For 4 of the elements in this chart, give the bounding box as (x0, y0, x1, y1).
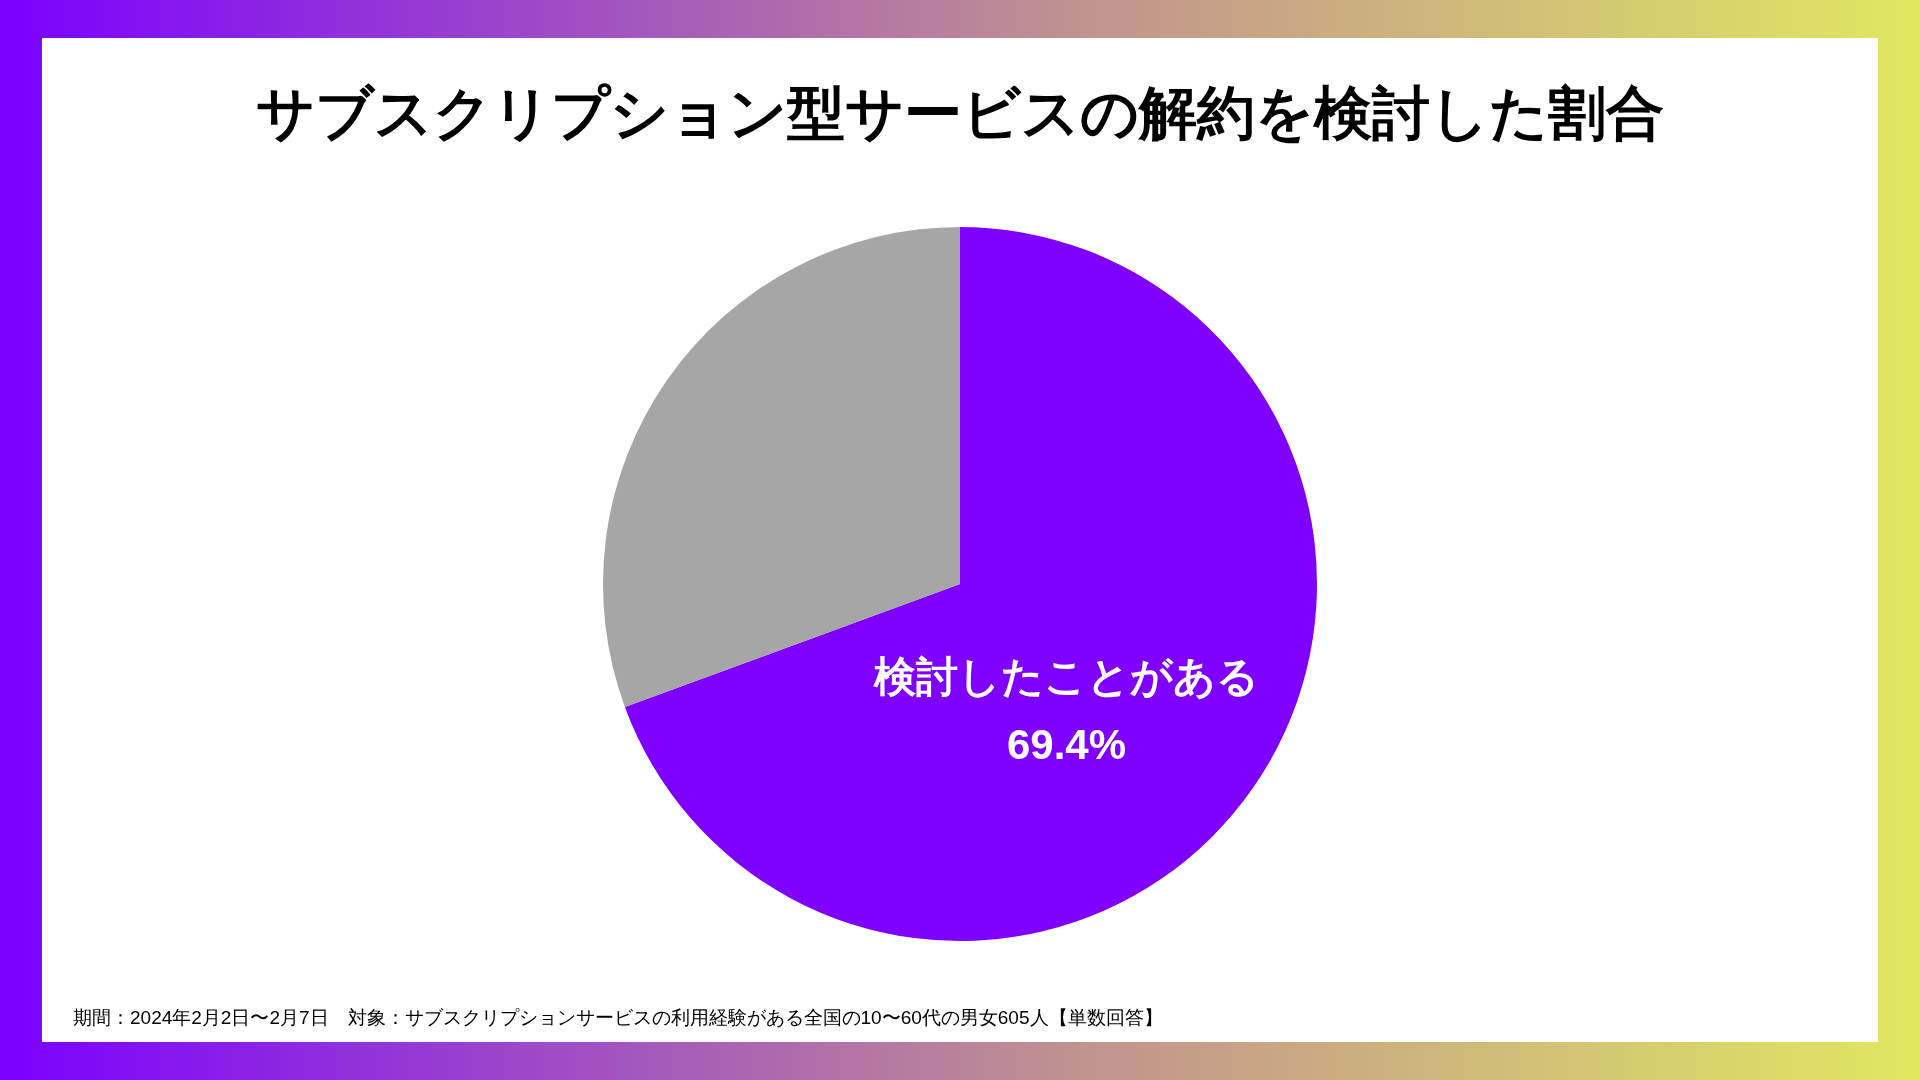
data-label: 69.4% (1006, 721, 1127, 769)
slice-label: 検討したことがある (873, 653, 1260, 701)
text: 期間：2024年2月2日〜2月7日 対象：サブスクリプションサービスの利用経験がある全国の10〜60代の男女605人【単数回答】 (73, 1007, 1163, 1028)
chart-title: サブスクリプション型サービスの解約を検討した割合 (256, 80, 1664, 145)
